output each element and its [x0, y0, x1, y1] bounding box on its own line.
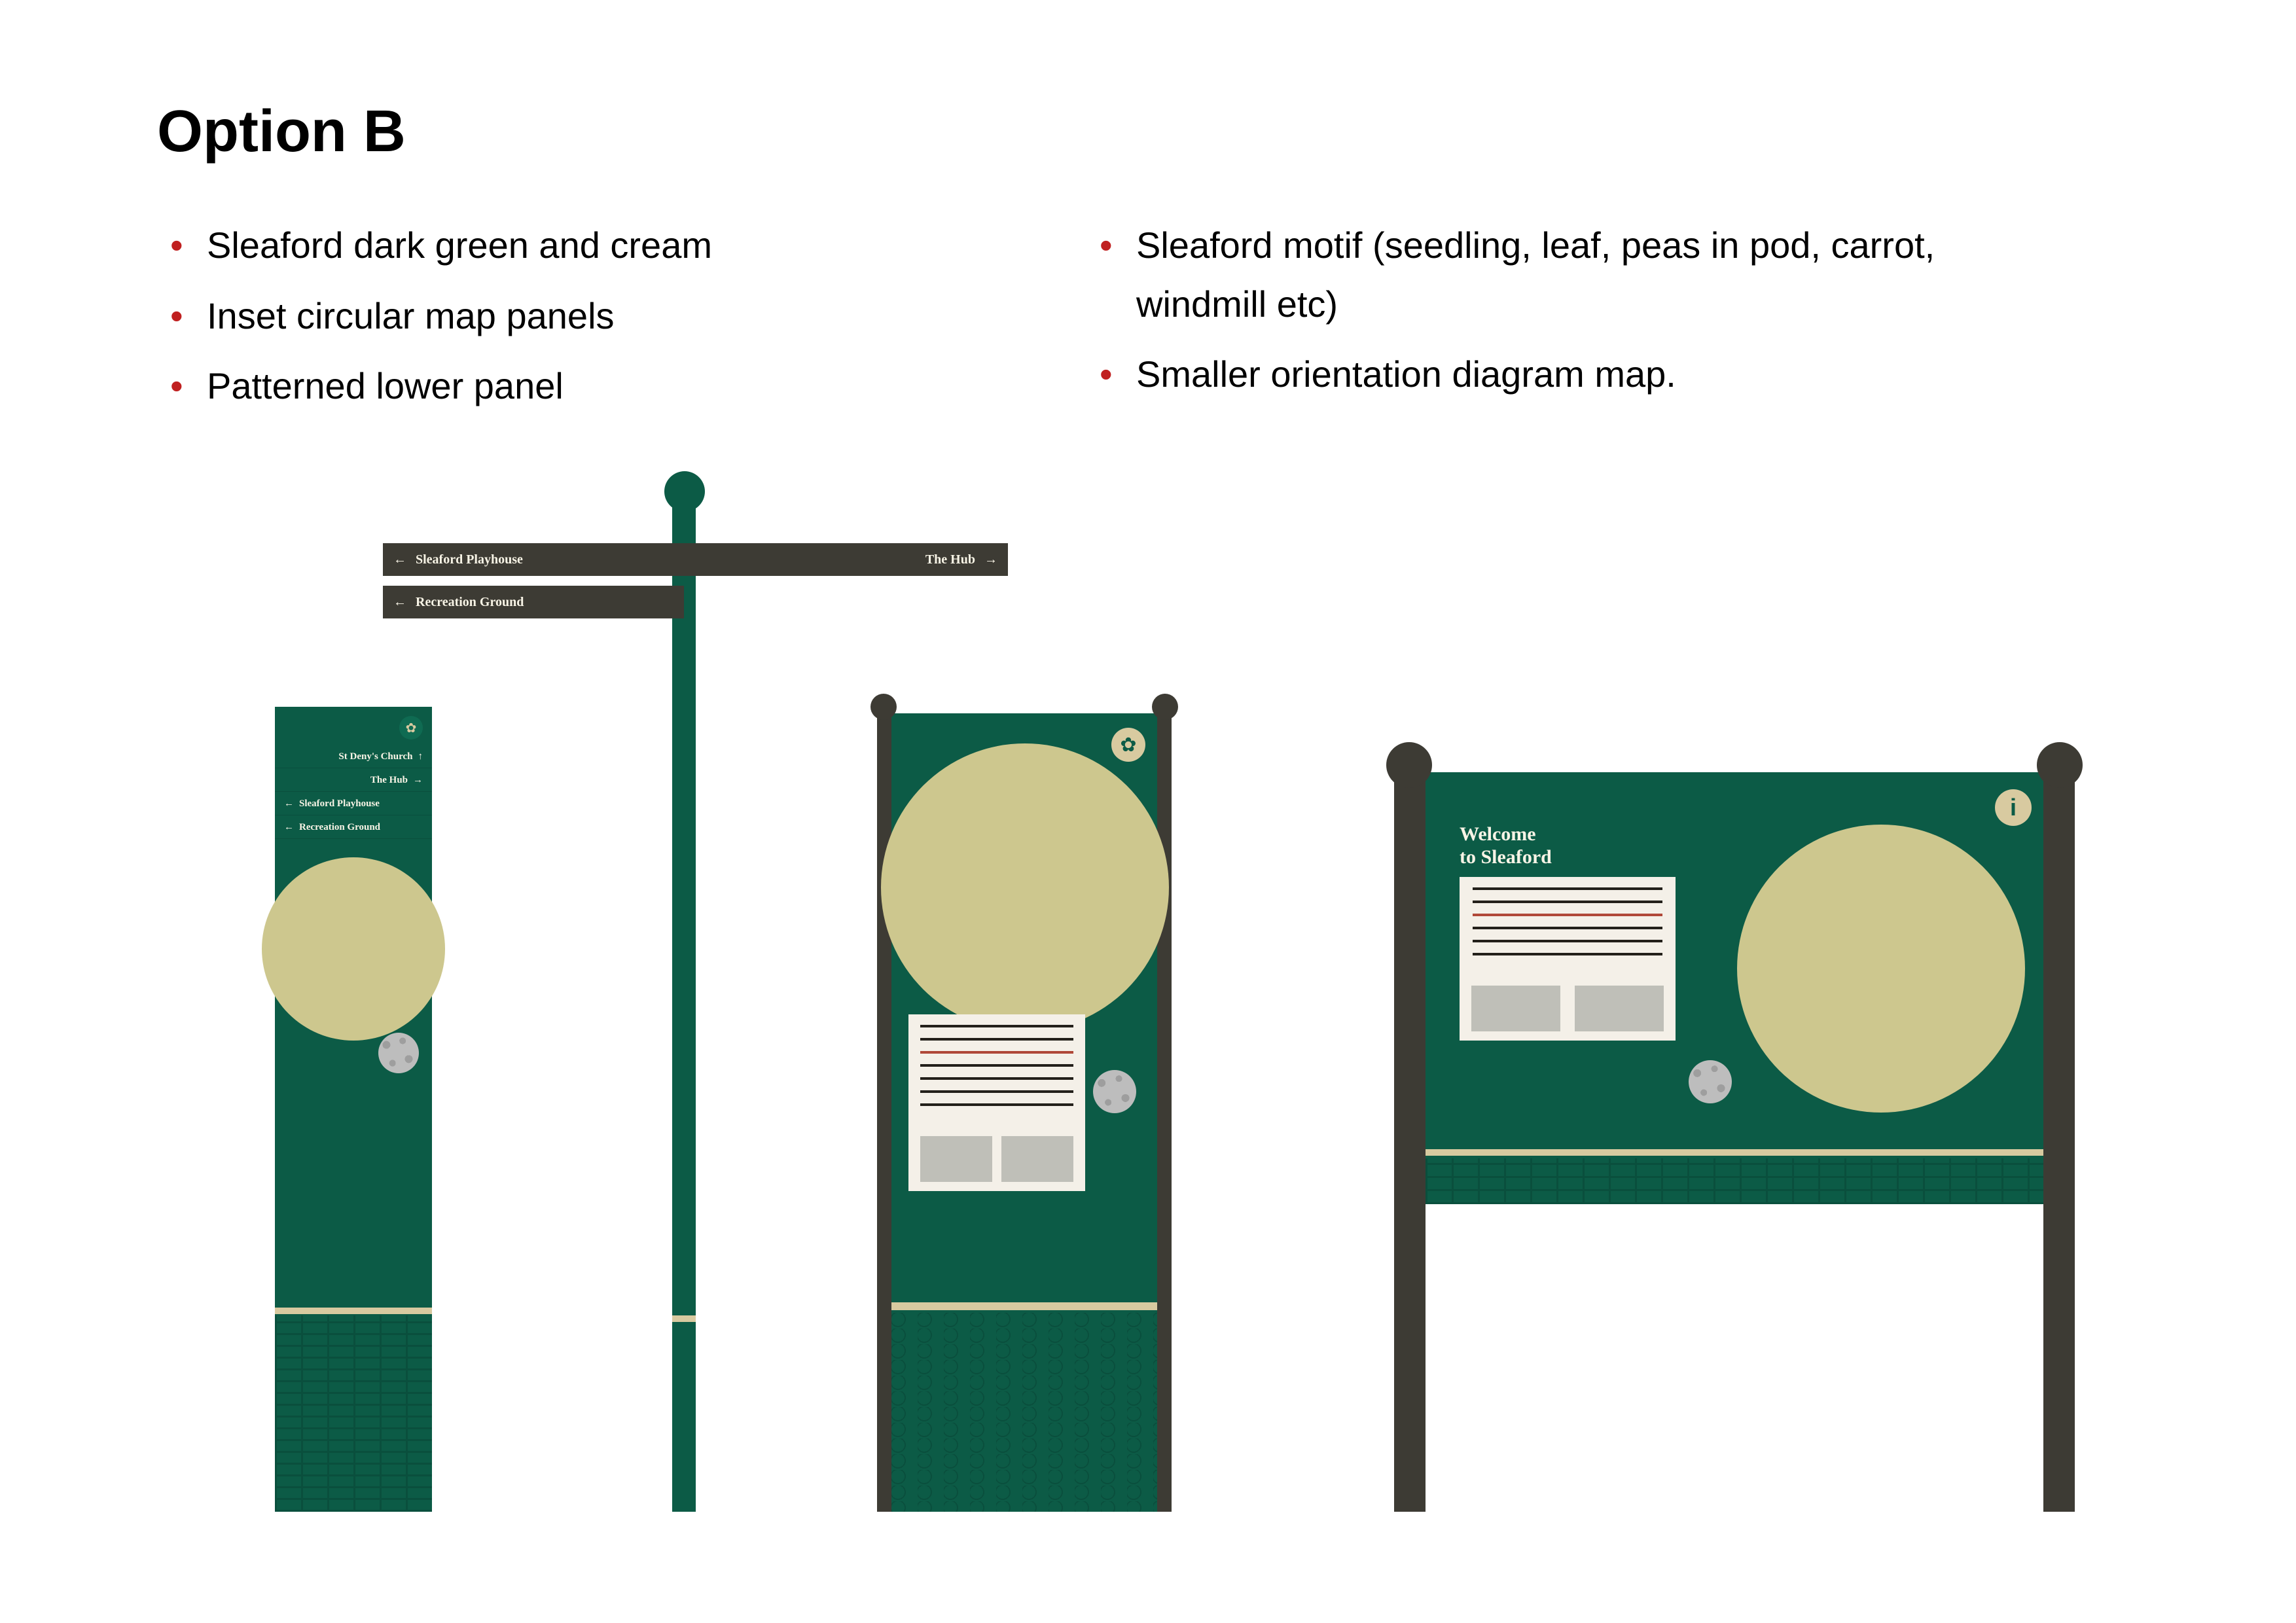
- arrow-left-icon: ←: [393, 552, 406, 567]
- card-text-line: [920, 1077, 1073, 1080]
- post-right: [2043, 759, 2075, 1512]
- destination-label: Sleaford Playhouse: [299, 798, 380, 810]
- arrow-left-icon: ←: [284, 798, 294, 810]
- arrow-right-icon: →: [984, 552, 997, 567]
- illustration-area: ← Sleaford Playhouse The Hub → ← Recreation G…: [275, 471, 2108, 1518]
- destination-label: Recreation Ground: [299, 822, 380, 833]
- welcome-heading: Welcome to Sleaford: [1460, 823, 1552, 868]
- page-title: Option B: [157, 98, 406, 166]
- welcome-board: i Welcome to Sleaford: [1401, 772, 2068, 1178]
- welcome-line2: to Sleaford: [1460, 846, 1552, 869]
- patterned-lower-panel: [891, 1313, 1157, 1512]
- card-text-line: [920, 1103, 1073, 1106]
- fingerpost-pole: [672, 504, 696, 1512]
- bullet-item: Sleaford motif (seedling, leaf, peas in …: [1100, 216, 2016, 333]
- destination-row: St Deny's Church ↑: [275, 746, 432, 768]
- circular-map-panel: [262, 857, 445, 1041]
- card-image-placeholder: [1575, 986, 1664, 1031]
- fingerpost-arm: The Hub →: [684, 543, 1008, 576]
- monolith-wide: ✿: [877, 713, 1172, 1512]
- patterned-lower-panel: [1426, 1158, 2043, 1204]
- card-text-line: [920, 1025, 1073, 1027]
- arrow-up-icon: ↑: [418, 751, 423, 762]
- bullet-list-right: Sleaford motif (seedling, leaf, peas in …: [1100, 216, 2016, 416]
- destination-label: Recreation Ground: [416, 595, 524, 610]
- card-text-line: [1473, 887, 1662, 890]
- card-text-line: [920, 1090, 1073, 1093]
- destination-row: ← Recreation Ground: [275, 817, 432, 839]
- card-text-line: [1473, 927, 1662, 929]
- tactile-orientation-icon: [1093, 1070, 1136, 1113]
- welcome-line1: Welcome: [1460, 823, 1552, 846]
- cream-band: [275, 1308, 432, 1314]
- card-text-line: [1473, 940, 1662, 942]
- arrow-left-icon: ←: [393, 595, 406, 610]
- card-text-line: [1473, 914, 1662, 916]
- card-text-line: [920, 1064, 1073, 1067]
- info-card: [908, 1014, 1085, 1191]
- bullet-item: Inset circular map panels: [170, 287, 956, 346]
- card-image-placeholder: [1001, 1136, 1073, 1182]
- post-finial-right: [1152, 694, 1178, 720]
- post-finial-left: [870, 694, 897, 720]
- motif-icon: ✿: [399, 716, 423, 740]
- bullet-list-left: Sleaford dark green and cream Inset circu…: [170, 216, 956, 427]
- tactile-orientation-icon: [1689, 1060, 1732, 1103]
- card-image-placeholder: [920, 1136, 992, 1182]
- bullet-item: Sleaford dark green and cream: [170, 216, 956, 275]
- cream-band: [891, 1302, 1157, 1310]
- destination-row: The Hub →: [275, 770, 432, 792]
- post-finial-left: [1386, 742, 1432, 788]
- monolith-narrow: ✿ St Deny's Church ↑ The Hub → ← Sleaford Pla…: [275, 707, 432, 1512]
- post-right: [1157, 703, 1172, 1512]
- post-finial-right: [2037, 742, 2083, 788]
- bullet-item: Patterned lower panel: [170, 357, 956, 416]
- info-card: [1460, 877, 1676, 1041]
- bullet-item: Smaller orientation diagram map.: [1100, 345, 2016, 404]
- fingerpost-arm: ← Recreation Ground: [383, 586, 684, 618]
- cream-band: [1426, 1149, 2043, 1156]
- card-text-line: [920, 1038, 1073, 1041]
- card-image-placeholder: [1471, 986, 1560, 1031]
- card-text-line: [1473, 953, 1662, 955]
- destination-label: Sleaford Playhouse: [416, 552, 523, 567]
- post-left: [877, 703, 891, 1512]
- motif-icon: ✿: [1111, 728, 1145, 762]
- circular-map-panel: [1737, 825, 2025, 1113]
- card-text-line: [920, 1051, 1073, 1054]
- circular-map-panel: [881, 743, 1169, 1031]
- arrow-right-icon: →: [413, 775, 423, 786]
- destination-row: ← Sleaford Playhouse: [275, 793, 432, 815]
- destination-label: The Hub: [370, 775, 408, 786]
- card-text-line: [1473, 901, 1662, 903]
- tactile-orientation-icon: [378, 1033, 419, 1073]
- motif-icon: i: [1995, 789, 2032, 826]
- fingerpost-band: [672, 1315, 696, 1322]
- fingerpost-arm: ← Sleaford Playhouse: [383, 543, 684, 576]
- post-left: [1394, 759, 1426, 1512]
- destination-label: The Hub: [925, 552, 975, 567]
- destination-label: St Deny's Church: [338, 751, 412, 762]
- patterned-lower-panel: [275, 1315, 432, 1512]
- arrow-left-icon: ←: [284, 822, 294, 833]
